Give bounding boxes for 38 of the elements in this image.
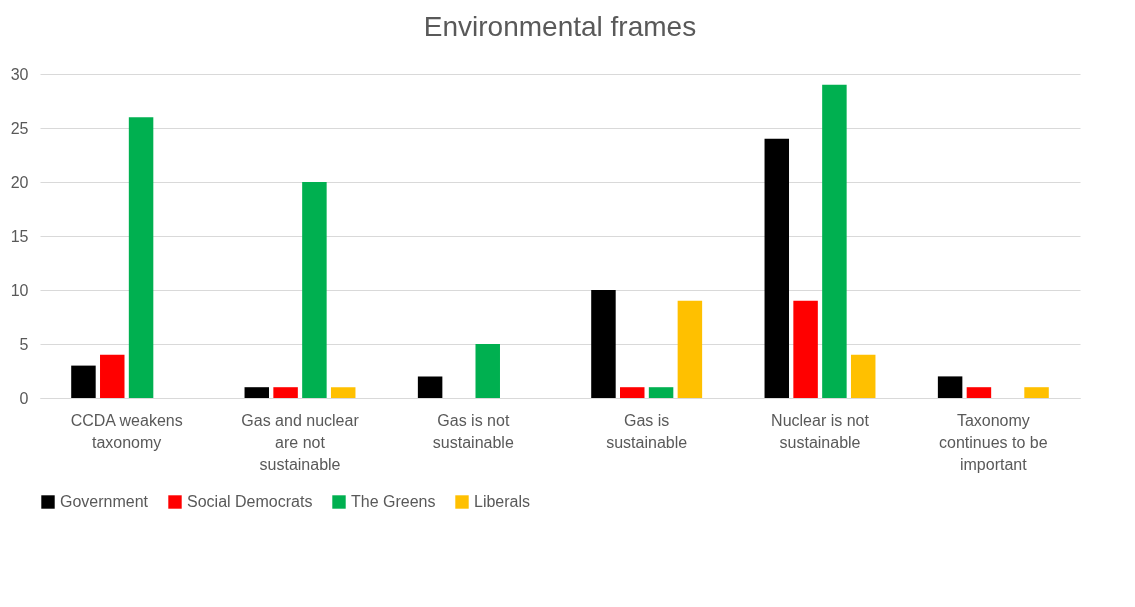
y-tick-label: 5	[19, 335, 29, 353]
bar	[677, 300, 703, 398]
x-tick-label: Nuclear is not sustainable	[771, 411, 870, 451]
bar	[128, 117, 154, 398]
bar	[764, 138, 790, 398]
y-tick-label: 30	[10, 65, 29, 83]
legend-label: Government	[60, 493, 149, 510]
bar	[417, 376, 443, 398]
bar	[302, 182, 327, 398]
y-tick-label: 20	[10, 173, 29, 191]
bar	[937, 376, 963, 398]
bar	[273, 387, 298, 398]
x-tick-label: Gas is not sustainable	[432, 411, 514, 451]
bar	[244, 387, 270, 398]
x-tick-label: CCDA weakens taxonomy	[70, 411, 183, 451]
bar	[475, 344, 500, 398]
y-tick-label: 15	[10, 227, 29, 245]
bar	[330, 387, 356, 398]
bar	[793, 300, 818, 398]
bar	[1024, 387, 1049, 398]
x-tick-label: Gas and nuclear are not sustainable	[241, 411, 360, 473]
bar	[591, 290, 616, 398]
bar	[966, 387, 992, 398]
y-tick-label: 25	[10, 119, 29, 137]
x-tick-label: Taxonomy continues to be important	[939, 411, 1048, 473]
bar	[71, 365, 96, 398]
bar	[620, 387, 645, 398]
bar	[850, 354, 876, 398]
y-tick-label: 10	[10, 281, 29, 299]
legend-label: Social Democrats	[187, 493, 313, 510]
legend-label: The Greens	[351, 493, 436, 510]
bar	[822, 84, 847, 398]
bar	[100, 354, 125, 398]
chart-title: Environmental frames	[423, 11, 697, 42]
y-tick-label: 0	[19, 389, 29, 407]
legend-label: Liberals	[474, 493, 531, 510]
bar	[648, 387, 674, 398]
x-tick-label: Gas is sustainable	[606, 411, 688, 451]
